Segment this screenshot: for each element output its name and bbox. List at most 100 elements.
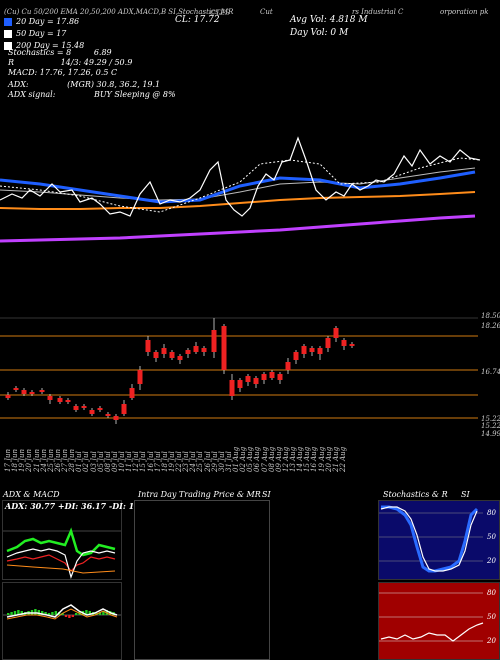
macd-signal-line: [6, 608, 118, 620]
cl-value: 17.72: [193, 15, 220, 25]
adx-line: [6, 548, 116, 579]
macd-histogram-bar: [37, 610, 40, 615]
stoch-k-line: [381, 505, 479, 573]
candle-body: [47, 396, 53, 400]
price-label-4: 15.22: [481, 415, 500, 423]
macd-histogram-bar: [61, 613, 64, 615]
candle-body: [177, 356, 183, 360]
candle-body: [341, 340, 347, 346]
symbol-label: CTES: [210, 9, 230, 17]
intraday-title: Intra Day Trading Price & MR: [138, 490, 261, 499]
macd-histogram-bar: [10, 612, 13, 615]
candle-body: [317, 348, 323, 354]
candle-body: [65, 400, 71, 402]
r-value: 14/3: 49.29 / 50.9: [60, 58, 133, 67]
macd-histogram-bar: [13, 611, 17, 615]
macd-histogram-bar: [17, 610, 20, 615]
cl-readout: CL: 17.72: [175, 15, 220, 25]
legend-label-20day: 20 Day = 17.86: [16, 17, 80, 26]
macd-panel: [2, 582, 122, 660]
rsi-line: [380, 622, 484, 642]
candle-body: [269, 372, 275, 378]
candle-body: [201, 348, 207, 352]
candle-body: [113, 416, 119, 420]
adx-label: ADX:: [8, 80, 29, 89]
candle-body: [145, 340, 151, 352]
candle-body: [185, 350, 191, 354]
legend-swatch-20day: [4, 17, 12, 26]
r-label: R: [8, 58, 15, 67]
stoch-readout: Stochastics = 8 6.89: [8, 48, 112, 57]
candle-body: [89, 410, 95, 414]
macd-histogram-bar: [7, 613, 10, 615]
ma-chart: [0, 136, 481, 243]
candle-body: [211, 330, 217, 352]
adx-panel: ADX: 30.77 +DI: 36.17 -DI: 19.16: [2, 500, 154, 580]
candle-body: [301, 346, 307, 354]
candle-body: [105, 414, 111, 416]
adx-readout: ADX: (MGR) 30.8, 36.2, 19.1: [8, 80, 160, 89]
candle-body: [245, 376, 251, 382]
macd-histogram-bar: [75, 613, 78, 615]
stoch-level-20: 20: [487, 557, 496, 565]
macd-histogram-bar: [54, 611, 57, 615]
day-vol-unit: M: [339, 28, 349, 38]
stoch-panel: 80 50 20: [378, 500, 500, 580]
macd-histogram-bar: [64, 615, 68, 617]
candle-body: [325, 338, 331, 348]
candle-body: [21, 390, 27, 394]
stoch-d-line: [380, 506, 478, 572]
header-top-line: (Cu) Cu 50/200 EMA 20,50,200 ADX,MACD,B …: [4, 8, 234, 16]
rsi-level-50: 50: [487, 613, 496, 621]
adx-plus-di-line: [6, 527, 116, 557]
candle-body: [221, 326, 227, 370]
stoch-value: 6.89: [93, 48, 112, 57]
day-vol-readout: Day Vol: 0 M: [290, 28, 348, 38]
adx-panel-readout: ADX: 30.77 +DI: 36.17 -DI: 19.16: [5, 501, 154, 511]
macd-histogram-bar: [88, 611, 91, 615]
legend-label-50day: 50 Day = 17: [16, 29, 67, 38]
legend: 20 Day = 17.86 50 Day = 17 200 Day = 15.…: [4, 17, 84, 50]
date-axis: 17 Jun 18 Jun 19 Jun 20 Jun 21 Jun 24 Jun 25 J…: [0, 442, 480, 482]
candle-body: [153, 352, 159, 358]
candle-body: [161, 348, 167, 354]
legend-item-50day: 50 Day = 17: [4, 29, 84, 38]
price-line: [0, 136, 481, 217]
candle-body: [309, 348, 315, 352]
candle-body: [13, 388, 19, 390]
legend-swatch-200day: [4, 41, 12, 50]
macd-histogram-bar: [47, 613, 51, 615]
avg-vol-value: 4.818: [329, 15, 356, 25]
adx-signal-label: ADX signal:: [8, 90, 56, 99]
rsi-panel: 80 50 20: [378, 582, 500, 660]
r-readout: R 14/3: 49.29 / 50.9: [8, 58, 132, 67]
price-label-5: 15.22: [481, 422, 500, 430]
candle-body: [261, 374, 267, 380]
candle-body: [129, 388, 135, 398]
rsi-level-80: 80: [487, 589, 496, 597]
candle-body: [169, 352, 175, 358]
legend-swatch-50day: [4, 29, 12, 38]
adx-orange-line: [6, 564, 116, 574]
avg-vol-unit: M: [358, 15, 368, 25]
intraday-panel: [134, 500, 270, 660]
candle-body: [285, 362, 291, 370]
avg-vol-readout: Avg Vol: 4.818 M: [290, 15, 368, 25]
candle-body: [277, 374, 283, 380]
candle-body: [137, 370, 143, 384]
candle-body: [293, 352, 299, 360]
candle-body: [57, 398, 63, 402]
rsi-level-20: 20: [487, 637, 496, 645]
macd-histogram-bar: [68, 615, 71, 618]
adx-signal-readout: ADX signal: BUY Sleeping @ 8%: [8, 90, 176, 99]
macd-histogram-bar: [34, 609, 37, 615]
candle-chart: [0, 317, 478, 424]
stoch-level-50: 50: [487, 533, 496, 541]
price-label-6: 14.99: [481, 430, 500, 438]
adx-macd-title: ADX & MACD: [3, 490, 60, 499]
candle-body: [229, 380, 235, 396]
legend-item-200day: 200 Day = 15.48: [4, 41, 84, 50]
intraday-si: SI: [262, 490, 271, 499]
macd-line: [6, 604, 118, 618]
legend-label-200day: 200 Day = 15.48: [16, 41, 85, 50]
